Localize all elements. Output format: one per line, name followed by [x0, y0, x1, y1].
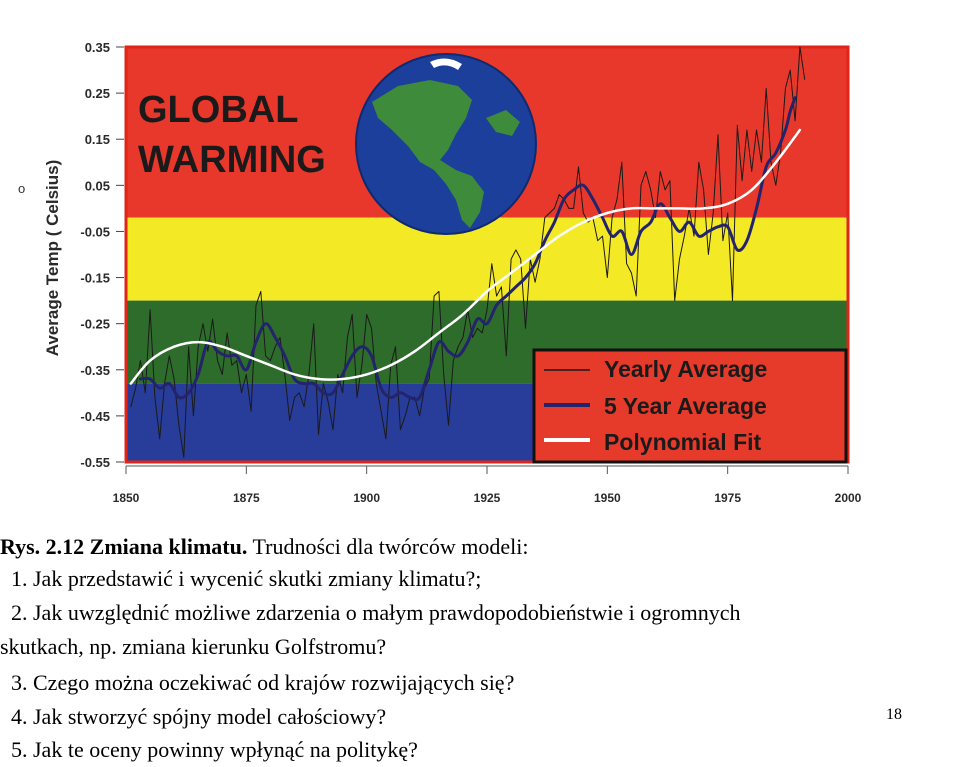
global-warming-chart: GLOBAL WARMING Average Temp ( Celsius) o…	[18, 40, 862, 505]
x-tick-label: 1975	[714, 491, 741, 505]
y-tick-label: -0.25	[80, 317, 110, 332]
legend: Yearly Average 5 Year Average Polynomial…	[532, 348, 848, 464]
caption-question-1: 1. Jak przedstawić i wycenić skutki zmia…	[11, 566, 482, 591]
figure-label: Rys. 2.12 Zmiana klimatu.	[0, 534, 248, 559]
globe-land-east	[486, 110, 520, 136]
caption-intro: Trudności dla twórców modeli:	[247, 534, 529, 559]
series-polynomial-fit	[129, 128, 802, 385]
y-tick-label: 0.05	[85, 178, 110, 193]
x-tick-label: 2000	[835, 491, 862, 505]
globe-land-americas	[372, 80, 484, 228]
y-tick-label: -0.35	[80, 363, 110, 378]
caption-line-1: Rys. 2.12 Zmiana klimatu. Trudności dla …	[0, 534, 528, 560]
globe-illustration	[355, 53, 537, 235]
x-tick-label: 1875	[233, 491, 260, 505]
series-layer	[129, 46, 806, 458]
caption-question-2: 2. Jak uwzględnić możliwe zdarzenia o ma…	[11, 600, 741, 625]
caption-question-5: 5. Jak te oceny powinny wpłynąć na polit…	[11, 737, 418, 762]
page-number: 18	[886, 706, 902, 723]
chart-title-line-2: WARMING	[138, 139, 326, 181]
y-axis-ticks: 0.35 0.25 0.15 0.05 -0.05 -0.15 -0.25 -0.35 -0.4…	[80, 40, 124, 470]
caption-question-4: 4. Jak stworzyć spójny model całościowy?	[11, 704, 387, 729]
x-axis-ticks: 1850 1875 1900 1925 1950 1975 2000	[113, 465, 862, 505]
y-tick-label: 0.15	[85, 132, 110, 147]
y-tick-label: 0.25	[85, 86, 110, 101]
y-tick-label: -0.45	[80, 409, 110, 424]
legend-label-5-year: 5 Year Average	[604, 393, 767, 419]
y-tick-label: -0.55	[80, 455, 110, 470]
y-axis-label: Average Temp ( Celsius)	[43, 160, 62, 357]
caption-question-3: 3. Czego można oczekiwać od krajów rozwi…	[11, 670, 515, 695]
y-axis-degree-mark: o	[18, 181, 25, 196]
globe-ice	[430, 58, 462, 70]
x-tick-label: 1850	[113, 491, 140, 505]
x-tick-label: 1950	[594, 491, 621, 505]
caption-question-2-continued: skutkach, np. zmiana kierunku Golfstromu…	[0, 634, 387, 659]
chart-title-line-1: GLOBAL	[138, 89, 298, 131]
x-tick-label: 1925	[474, 491, 501, 505]
y-tick-label: -0.05	[80, 224, 110, 239]
legend-label-polynomial: Polynomial Fit	[604, 429, 762, 455]
chart-title: GLOBAL WARMING	[138, 89, 326, 181]
plot-edge	[124, 45, 850, 464]
y-tick-label: -0.15	[80, 271, 110, 286]
legend-label-yearly: Yearly Average	[604, 356, 767, 382]
x-tick-label: 1900	[353, 491, 380, 505]
background-band	[126, 217, 848, 301]
y-tick-label: 0.35	[85, 40, 110, 55]
